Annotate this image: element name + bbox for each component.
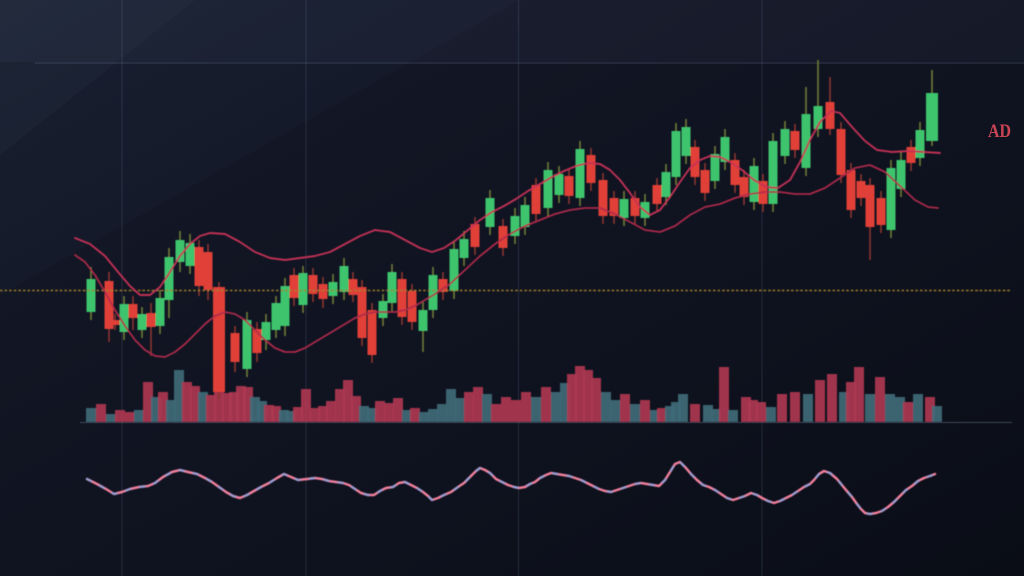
svg-text:AD: AD [988, 121, 1011, 142]
